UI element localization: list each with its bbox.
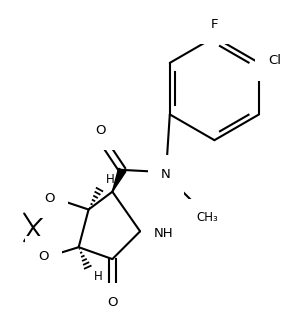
- Polygon shape: [112, 168, 126, 192]
- Text: F: F: [211, 18, 218, 31]
- Text: O: O: [44, 192, 55, 205]
- Text: NH: NH: [154, 227, 174, 240]
- Text: H: H: [105, 173, 114, 186]
- Text: O: O: [38, 250, 49, 263]
- Text: CH₃: CH₃: [197, 211, 218, 224]
- Text: O: O: [107, 296, 118, 309]
- Text: H: H: [94, 270, 102, 283]
- Text: O: O: [95, 124, 106, 137]
- Text: Cl: Cl: [268, 54, 282, 67]
- Text: N: N: [161, 168, 171, 181]
